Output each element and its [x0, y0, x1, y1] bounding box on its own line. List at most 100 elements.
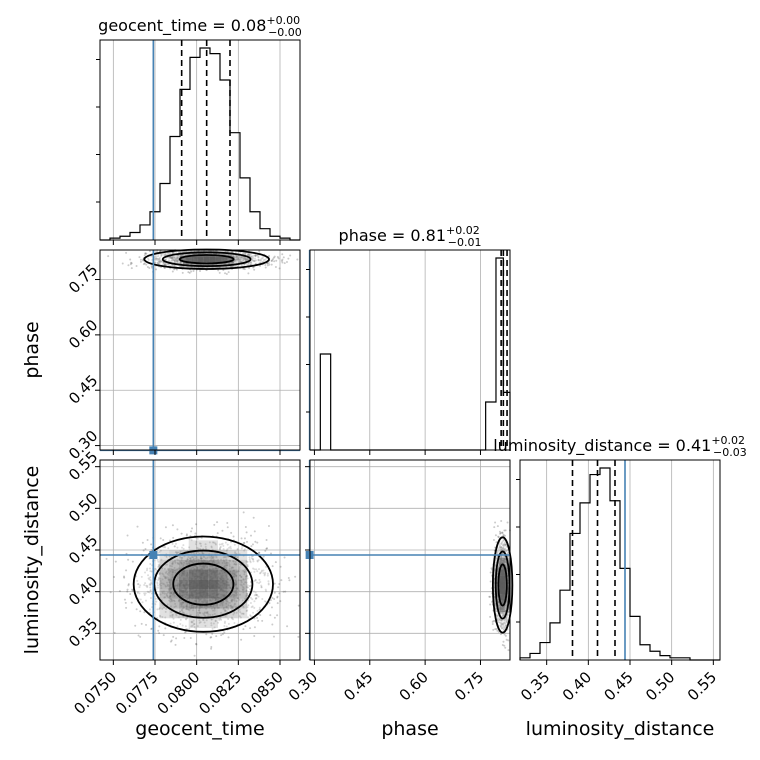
sample-point — [269, 614, 272, 617]
sample-point — [242, 256, 245, 259]
sample-point — [130, 601, 133, 604]
sample-point — [127, 264, 130, 267]
sample-point — [162, 634, 165, 637]
sample-point — [125, 606, 128, 609]
sample-point — [148, 250, 151, 253]
sample-point — [235, 255, 238, 258]
sample-point — [498, 530, 501, 533]
diag-phase-frame — [309, 249, 511, 451]
sample-point — [164, 263, 167, 266]
sample-point — [118, 590, 121, 593]
sample-point — [170, 256, 173, 259]
sample-point — [164, 258, 167, 261]
sample-point — [239, 256, 242, 259]
sample-point — [251, 543, 254, 546]
sample-point — [157, 259, 160, 262]
sample-point — [282, 256, 285, 259]
sample-point — [227, 262, 230, 265]
sample-point — [169, 640, 172, 643]
sample-point — [109, 591, 112, 594]
sample-point — [264, 258, 267, 261]
sample-point — [286, 625, 289, 628]
sample-point — [281, 253, 284, 256]
sample-point — [123, 575, 126, 578]
sample-point — [155, 257, 158, 260]
sample-point — [275, 259, 278, 262]
truth-marker — [149, 551, 158, 559]
sample-point — [215, 635, 218, 638]
sample-point — [217, 269, 220, 272]
diag-luminosity_distance-panel — [546, 460, 714, 660]
sample-point — [264, 263, 267, 266]
sample-point — [239, 258, 242, 261]
sample-point — [271, 565, 274, 568]
sample-point — [235, 258, 238, 261]
sample-point — [230, 531, 233, 534]
sample-point — [238, 259, 241, 262]
sample-point — [276, 602, 279, 605]
sample-point — [171, 255, 174, 258]
sample-point — [239, 260, 242, 263]
sample-point — [194, 532, 197, 535]
sample-point — [166, 262, 169, 265]
sample-point — [227, 254, 230, 257]
sample-point — [162, 253, 165, 256]
sample-point — [232, 535, 235, 538]
sample-point — [238, 259, 241, 262]
sample-point — [273, 260, 276, 263]
sample-point — [144, 252, 147, 255]
sample-point — [294, 575, 297, 578]
diag-geocent_time-panel — [112, 40, 281, 240]
sample-point — [492, 628, 495, 631]
sample-point — [245, 257, 248, 260]
sample-point — [243, 268, 246, 271]
sample-point — [175, 637, 178, 640]
sample-point — [171, 264, 174, 267]
sample-point — [159, 260, 162, 263]
sample-point — [185, 262, 188, 265]
sample-point — [297, 635, 300, 638]
sample-point — [135, 265, 138, 268]
sample-point — [240, 264, 243, 267]
sample-point — [205, 633, 208, 636]
sample-point — [280, 579, 283, 582]
sample-point — [158, 258, 161, 261]
sample-point — [211, 632, 214, 635]
sample-point — [242, 511, 245, 514]
sample-point — [199, 269, 202, 272]
sample-point — [171, 256, 174, 259]
sample-point — [278, 583, 281, 586]
sample-point — [125, 569, 128, 572]
sample-point — [129, 593, 132, 596]
sample-point — [499, 532, 502, 535]
sample-point — [192, 269, 195, 272]
sample-point — [250, 258, 253, 261]
sample-point — [129, 258, 132, 261]
sample-point — [236, 256, 239, 259]
sample-point — [210, 645, 213, 648]
sample-point — [257, 258, 260, 261]
sample-point — [177, 257, 180, 260]
sample-point — [259, 259, 262, 262]
sample-point — [230, 265, 233, 268]
sample-point — [254, 540, 257, 543]
histogram-luminosity_distance — [519, 467, 720, 661]
sample-point — [145, 252, 148, 255]
sample-point — [160, 254, 163, 257]
sample-point — [123, 598, 126, 601]
sample-point — [240, 638, 243, 641]
sample-point — [491, 620, 494, 623]
sample-point — [185, 262, 188, 265]
sample-point — [158, 632, 161, 635]
sample-point — [227, 636, 230, 639]
sample-point — [167, 259, 170, 262]
sample-point — [139, 258, 142, 261]
sample-point — [168, 260, 171, 263]
sample-point — [250, 263, 253, 266]
sample-point — [264, 549, 267, 552]
sample-point — [171, 270, 174, 273]
sample-point — [253, 530, 256, 533]
sample-point — [172, 259, 175, 262]
sample-point — [143, 262, 146, 265]
sample-point — [288, 579, 291, 582]
